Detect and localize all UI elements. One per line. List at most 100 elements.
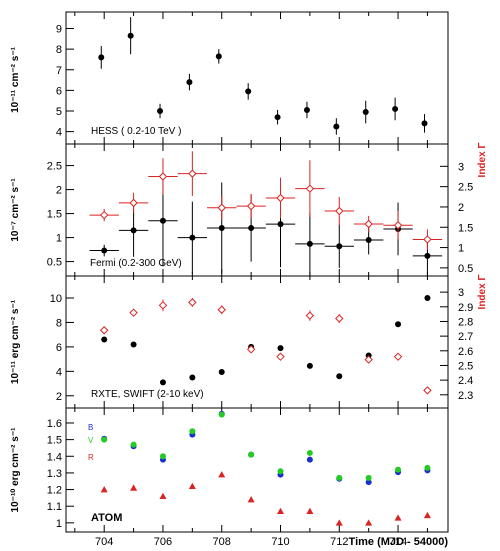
y-tick-label-right-rxte: 2.4 (458, 375, 473, 387)
point-hess-flux (333, 123, 340, 130)
y-axis-label-right-fermi: Index Γ (477, 143, 488, 178)
y-tick-label-hess: 4 (56, 127, 62, 139)
point-rxte-index (305, 311, 315, 320)
panel-rxte: 2 4 6 8 10 2.3 2.4 2.5 2.6 2.7 2.8 2.9 3 RXTE, SWIFT… (10, 275, 488, 409)
point-atom-v (365, 474, 372, 481)
point-fermi-index (246, 201, 256, 211)
y-tick-label-right-fermi: 0.5 (458, 263, 473, 275)
point-fermi-index (393, 221, 403, 230)
point-rxte-index (217, 305, 226, 314)
y-tick-label-fermi: 2.5 (47, 161, 62, 173)
x-axis-label: Time (MJD - 54000) (349, 536, 449, 548)
point-fermi-index (217, 203, 226, 212)
point-rxte-index (188, 298, 197, 307)
y-tick-label-atom: 1.4 (47, 451, 62, 463)
point-atom-r (365, 519, 373, 526)
point-rxte-index (158, 301, 168, 310)
panel-label-atom: ATOM (91, 512, 122, 524)
point-atom-b (365, 479, 372, 486)
x-tick-label: 710 (271, 536, 289, 548)
point-hess-flux (215, 53, 222, 60)
y-tick-label-fermi: 0.5 (47, 257, 62, 269)
y-axis-label-rxte: 10⁻¹¹ erg cm⁻² s⁻¹ (10, 299, 21, 384)
point-hess-flux (392, 105, 399, 112)
point-rxte-flux (395, 321, 402, 328)
point-hess-flux (98, 54, 105, 61)
point-rxte-flux (101, 336, 108, 343)
point-fermi-index (99, 210, 109, 220)
point-rxte-index (246, 345, 256, 354)
point-fermi-flux (218, 225, 225, 231)
x-tick-label: 708 (213, 536, 231, 548)
x-tick-label: 712 (330, 536, 348, 548)
y-tick-label-atom: 1.1 (47, 501, 62, 513)
point-rxte-flux (218, 368, 225, 375)
point-fermi-flux (130, 227, 137, 234)
legend-letter-r: R (88, 453, 94, 462)
y-tick-label-fermi: 2 (56, 185, 62, 197)
point-atom-r (188, 482, 196, 490)
panel-label-fermi: Fermi (0.2-300 GeV) (90, 258, 182, 269)
x-tick-label: 704 (95, 536, 113, 548)
point-rxte-index (99, 326, 109, 335)
point-atom-b (306, 456, 313, 463)
point-rxte-flux (306, 362, 313, 369)
point-atom-v (159, 453, 166, 460)
point-fermi-flux (248, 225, 255, 231)
y-tick-label-right-rxte: 2.3 (458, 390, 473, 402)
point-rxte-index (276, 352, 285, 361)
y-tick-label-hess: 5 (56, 106, 62, 118)
panel-fermi: 0.5 1 1.5 2 2.5 0.5 1 1.5 2 2.5 3 Fermi (0.2-300 G… (10, 143, 488, 277)
legend-letter-v: V (88, 436, 94, 445)
point-atom-v (424, 464, 431, 471)
point-fermi-index (188, 169, 197, 178)
y-tick-label-atom: 1.3 (47, 468, 62, 480)
y-tick-label-hess: 8 (56, 44, 62, 56)
point-rxte-index (335, 314, 344, 323)
point-hess-flux (362, 109, 369, 116)
point-atom-v (248, 451, 255, 458)
point-hess-flux (157, 108, 164, 114)
panel-atom: 1 1.1 1.2 1.3 1.4 1.5 1.6 ATOM 10⁻¹⁰ erg cm⁻² … (10, 407, 449, 533)
y-tick-label-atom: 1.2 (47, 485, 62, 497)
point-rxte-flux (130, 341, 137, 348)
point-rxte-index (129, 308, 138, 317)
point-atom-r (130, 484, 138, 491)
point-fermi-index (305, 184, 315, 193)
y-tick-label-right-fermi: 1.5 (458, 222, 473, 234)
shared-x-axis: 704 706 708 710 712 714 (95, 536, 407, 548)
point-hess-flux (245, 88, 252, 95)
point-hess-flux (127, 32, 134, 39)
y-tick-label-hess: 9 (56, 24, 62, 36)
y-tick-label-atom: 1.5 (47, 435, 62, 447)
y-axis-label-hess: 10⁻¹¹ cm⁻² s⁻¹ (10, 46, 21, 113)
point-rxte-flux (277, 345, 284, 352)
y-tick-label-right-rxte: 2.7 (458, 331, 473, 343)
point-atom-v (218, 411, 225, 418)
y-tick-label-hess: 6 (56, 85, 62, 97)
y-axis-label-fermi: 10⁻⁷ cm⁻² s⁻¹ (10, 178, 21, 242)
point-rxte-index (423, 386, 432, 395)
point-atom-r (335, 519, 343, 526)
point-rxte-flux (336, 373, 343, 380)
y-tick-label-atom: 1 (56, 518, 62, 530)
y-tick-label-fermi: 1.5 (47, 209, 62, 221)
point-fermi-flux (336, 243, 343, 250)
point-fermi-index (364, 219, 373, 229)
point-atom-r (159, 492, 167, 500)
y-tick-label-right-rxte: 2.5 (458, 360, 473, 372)
point-rxte-flux (424, 295, 431, 301)
point-rxte-flux (189, 374, 196, 381)
point-atom-v (336, 474, 343, 481)
point-atom-r (100, 486, 108, 493)
point-atom-v (277, 468, 284, 475)
y-tick-label-right-rxte: 2.8 (458, 316, 473, 328)
point-fermi-flux (189, 234, 196, 241)
point-atom-r (247, 496, 255, 503)
point-rxte-index (364, 355, 373, 364)
y-tick-label-hess: 7 (56, 65, 62, 77)
point-atom-v (130, 441, 137, 448)
point-atom-r (277, 507, 285, 514)
y-tick-label-right-fermi: 3 (458, 161, 464, 173)
